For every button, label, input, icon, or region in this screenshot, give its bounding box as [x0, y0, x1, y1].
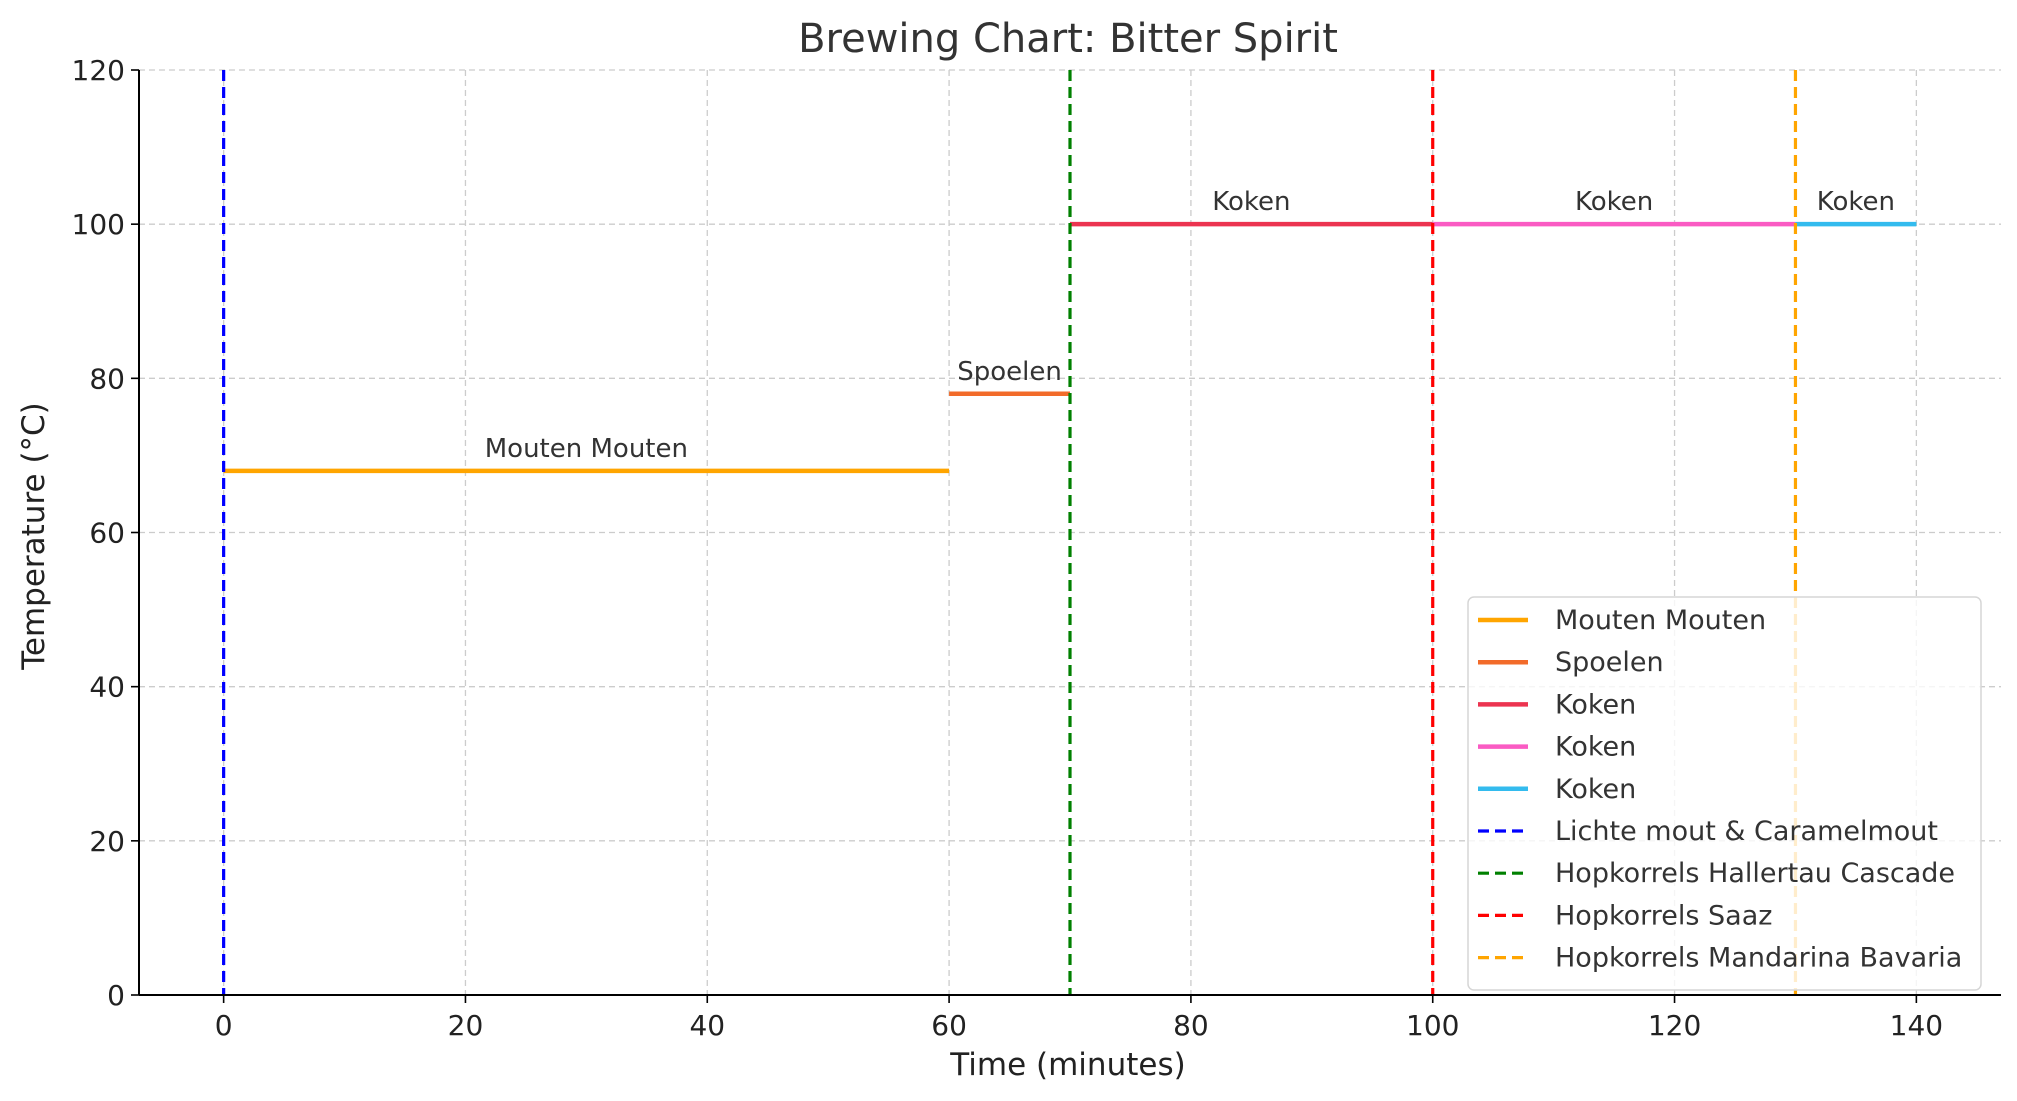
- legend-label: Spoelen: [1555, 647, 1664, 678]
- y-tick-label: 80: [89, 362, 125, 395]
- legend-frame: [1467, 596, 1982, 991]
- step-annotation: Koken: [1212, 187, 1290, 217]
- x-tick-label: 60: [931, 1009, 967, 1042]
- legend-items: Mouten Mouten Spoelen Koken Koken Koken Licht…: [1478, 605, 1962, 974]
- y-tick-label: 40: [89, 671, 125, 704]
- y-axis-label: Temperature (°C): [16, 402, 52, 671]
- step-annotation: Spoelen: [957, 357, 1062, 387]
- y-tick-label: 0: [107, 979, 125, 1012]
- step-annotation: Mouten Mouten: [485, 434, 688, 464]
- x-tick-label: 100: [1406, 1009, 1459, 1042]
- x-tick-label: 120: [1648, 1009, 1701, 1042]
- legend-label: Koken: [1555, 732, 1636, 763]
- legend-label: Hopkorrels Saaz: [1555, 900, 1772, 931]
- legend-label: Hopkorrels Hallertau Cascade: [1555, 858, 1955, 889]
- legend-label: Lichte mout & Caramelmout: [1555, 816, 1938, 847]
- x-tick-label: 80: [1173, 1009, 1209, 1042]
- axes-layer: 0 20 40 60 80 100 120 140 0 20 40 60 80 100 120: [72, 54, 2001, 1042]
- x-tick-label: 20: [448, 1009, 484, 1042]
- legend-label: Koken: [1555, 774, 1636, 805]
- y-tick-label: 60: [89, 517, 125, 550]
- chart-title: Brewing Chart: Bitter Spirit: [798, 16, 1338, 62]
- step-annotation: Koken: [1817, 187, 1895, 217]
- y-tick-label: 120: [72, 54, 125, 87]
- x-tick-label: 0: [215, 1009, 233, 1042]
- annotations-layer: Mouten Mouten Spoelen Koken Koken Koken: [485, 187, 1895, 464]
- step-annotation: Koken: [1575, 187, 1653, 217]
- x-axis-label: Time (minutes): [949, 1047, 1185, 1083]
- y-tick-label: 20: [89, 825, 125, 858]
- legend-label: Koken: [1555, 689, 1636, 720]
- legend-label: Mouten Mouten: [1555, 605, 1766, 636]
- x-tick-label: 40: [689, 1009, 725, 1042]
- legend: Mouten Mouten Spoelen Koken Koken Koken Licht…: [1467, 596, 1982, 991]
- steps-layer: [223, 221, 1917, 474]
- x-tick-label: 140: [1890, 1009, 1943, 1042]
- y-tick-label: 100: [72, 208, 125, 241]
- legend-label: Hopkorrels Mandarina Bavaria: [1555, 943, 1962, 974]
